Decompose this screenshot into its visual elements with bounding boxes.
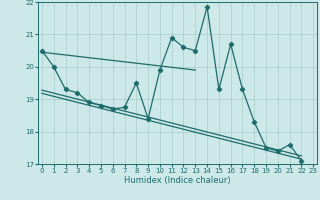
X-axis label: Humidex (Indice chaleur): Humidex (Indice chaleur) — [124, 176, 231, 185]
